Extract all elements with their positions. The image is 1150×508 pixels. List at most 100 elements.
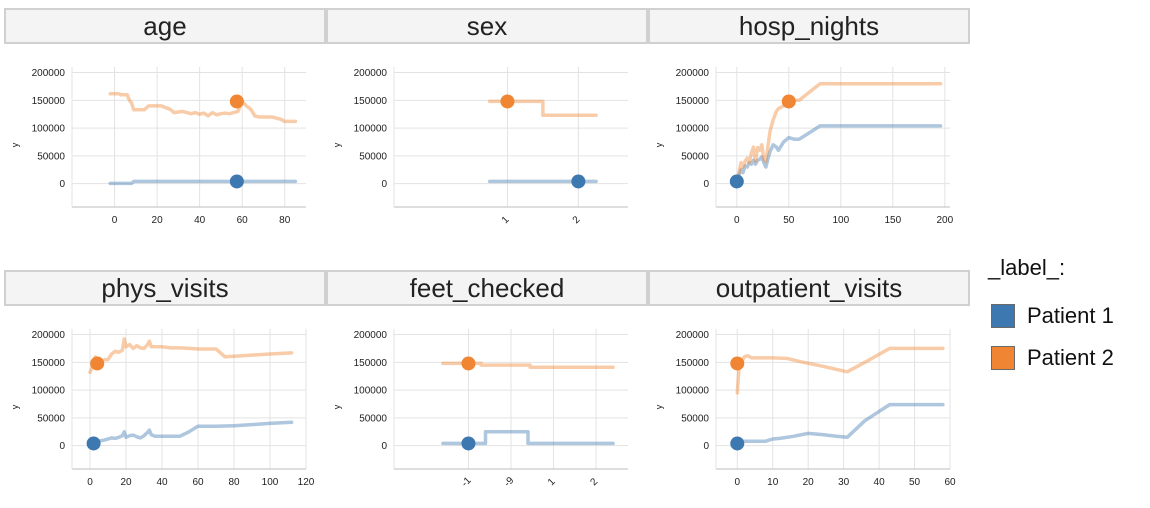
y-tick-label-sex: 0 [381,179,387,190]
panel-feet-checked: feet_checked 0 50000 100000 150000 200000 -1 -9… [326,270,648,489]
x-tick-label-age: 40 [194,215,206,226]
x-tick-label-phys-visits: 100 [262,477,279,488]
legend-item-patient-1: Patient 1 [988,295,1148,337]
point-patient-1-feet-checked [461,436,476,451]
panel-phys-visits: phys_visits 0 50000 100000 150000 200000 0 20 40… [4,270,326,488]
y-tick-label-phys-visits: 50000 [37,413,65,424]
series-line-patient-2-age [108,91,298,124]
x-tick-label-phys-visits: 60 [192,477,204,488]
y-tick-label-hosp-nights: 200000 [676,68,710,79]
panel-age: age 0 50000 100000 150000 200000 0 20 40 60 80 y [4,8,326,226]
panel-strip-age [4,8,326,44]
x-tick-label-age: 0 [112,215,118,226]
y-tick-label-feet-checked: 50000 [359,413,387,424]
series-line-patient-1-feet-checked [441,430,615,446]
x-tick-label-age: 80 [279,215,291,226]
x-tick-label-age: 60 [237,215,249,226]
point-patient-1-age [229,174,244,189]
x-tick-label-hosp-nights: 50 [783,215,795,226]
panel-strip-outpatient-visits [648,270,970,306]
legend-label-patient-2: Patient 2 [1027,345,1114,370]
y-tick-label-phys-visits: 100000 [32,386,66,397]
plot-area-age [72,67,306,207]
x-tick-label-outpatient-visits: 30 [838,477,850,488]
point-patient-2-hosp-nights [781,94,796,109]
panel-title-age: age [143,11,186,41]
x-tick-label-age: 20 [152,215,164,226]
point-patient-1-outpatient-visits [730,436,745,451]
point-patient-2-phys-visits [90,356,105,371]
y-tick-label-feet-checked: 200000 [354,330,388,341]
panel-strip-sex [326,8,648,44]
x-tick-label-hosp-nights: 200 [936,215,953,226]
point-patient-1-phys-visits [86,436,101,451]
x-tick-label-phys-visits: 20 [120,477,132,488]
panel-outpatient-visits: outpatient_visits 0 50000 100000 150000 20000… [648,270,970,488]
y-tick-label-outpatient-visits: 150000 [676,358,710,369]
series-line-patient-2-sex [487,99,598,118]
y-tick-label-phys-visits: 200000 [32,330,66,341]
x-tick-label-phys-visits: 80 [228,477,240,488]
y-tick-label-feet-checked: 0 [381,441,387,452]
x-tick-label-phys-visits: 0 [87,477,93,488]
x-tick-label-feet-checked: 2 [588,476,600,488]
legend-title: _label_: [988,255,1066,280]
legend: _label_: Patient 1 Patient 2 [988,255,1148,379]
y-axis-title-phys-visits: y [10,404,20,409]
y-tick-label-phys-visits: 150000 [32,358,66,369]
y-tick-label-outpatient-visits: 200000 [676,330,710,341]
y-axis-title-age: y [10,142,20,147]
plot-area-sex [394,67,628,207]
y-axis-title-outpatient-visits: y [654,404,664,409]
y-tick-label-hosp-nights: 100000 [676,124,710,135]
x-tick-label-outpatient-visits: 10 [767,477,779,488]
series-line-patient-2-hosp-nights [735,81,943,184]
y-tick-label-sex: 50000 [359,151,387,162]
y-tick-label-age: 150000 [32,96,66,107]
panel-title-feet-checked: feet_checked [410,273,565,303]
series-line-patient-1-age [108,179,298,186]
y-tick-label-sex: 150000 [354,96,388,107]
point-patient-2-age [229,94,244,109]
y-axis-title-hosp-nights: y [654,142,664,147]
x-tick-label-feet-checked: -1 [460,475,474,489]
y-tick-label-outpatient-visits: 100000 [676,386,710,397]
panel-title-sex: sex [467,11,507,41]
panel-hosp-nights: hosp_nights 0 50000 100000 150000 200000 0 50 10… [648,8,970,226]
x-tick-label-outpatient-visits: 40 [874,477,886,488]
panel-strip-hosp-nights [648,8,970,44]
y-tick-label-outpatient-visits: 0 [703,441,709,452]
y-tick-label-phys-visits: 0 [59,441,65,452]
y-tick-label-feet-checked: 100000 [354,386,388,397]
panel-strip-feet-checked [326,270,648,306]
y-tick-label-hosp-nights: 50000 [681,151,709,162]
plot-area-hosp-nights [716,67,950,207]
point-patient-2-sex [500,94,515,109]
x-tick-label-feet-checked: -9 [502,475,516,489]
x-tick-label-hosp-nights: 100 [832,215,849,226]
legend-swatch-patient-2 [991,346,1015,370]
panel-strip-phys-visits [4,270,326,306]
point-patient-1-hosp-nights [729,174,744,189]
x-tick-label-sex: 2 [571,214,583,226]
series-line-patient-1-phys-visits [88,420,294,446]
x-tick-label-phys-visits: 120 [298,477,315,488]
x-tick-label-outpatient-visits: 20 [803,477,815,488]
y-tick-label-sex: 200000 [354,68,388,79]
x-tick-label-phys-visits: 40 [156,477,168,488]
x-tick-label-outpatient-visits: 0 [734,477,740,488]
y-axis-title-feet-checked: y [332,404,342,409]
panel-title-hosp-nights: hosp_nights [739,11,879,41]
panel-title-outpatient-visits: outpatient_visits [716,273,902,303]
y-tick-label-feet-checked: 150000 [354,358,388,369]
series-line-patient-1-hosp-nights [735,124,943,184]
point-patient-2-feet-checked [461,356,476,371]
y-tick-label-age: 100000 [32,124,66,135]
y-tick-label-outpatient-visits: 50000 [681,413,709,424]
point-patient-1-sex [571,174,586,189]
x-tick-label-outpatient-visits: 50 [909,477,921,488]
y-axis-title-sex: y [332,142,342,147]
panel-title-phys-visits: phys_visits [101,273,228,303]
legend-label-patient-1: Patient 1 [1027,303,1114,328]
